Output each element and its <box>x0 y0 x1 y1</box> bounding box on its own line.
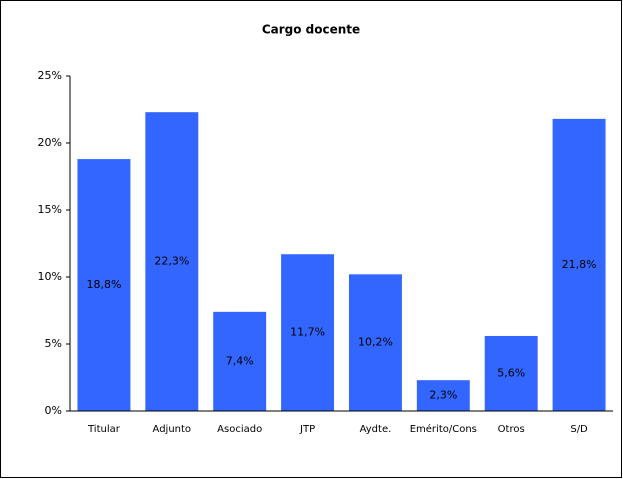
x-tick-label: JTP <box>299 424 315 435</box>
y-tick-label: 5% <box>45 337 62 350</box>
data-label: 2,3% <box>429 389 457 402</box>
x-tick-label: Emérito/Cons <box>410 423 477 435</box>
x-tick-label: Adjunto <box>153 424 192 435</box>
x-tick-label: Asociado <box>217 424 262 435</box>
y-tick-label: 15% <box>38 203 62 216</box>
bar <box>213 311 267 411</box>
data-label: 22,3% <box>154 255 189 268</box>
bar <box>145 112 199 412</box>
bar <box>484 335 538 411</box>
x-tick-label: Titular <box>87 424 121 435</box>
bar <box>281 254 335 411</box>
x-tick-label: Otros <box>498 424 525 435</box>
data-label: 21,8% <box>562 258 597 271</box>
y-tick-label: 10% <box>38 270 62 283</box>
data-label: 18,8% <box>86 278 121 291</box>
data-label: 11,7% <box>290 326 325 339</box>
data-label: 5,6% <box>497 366 525 379</box>
bar <box>348 274 402 411</box>
y-tick-label: 0% <box>45 404 62 417</box>
bar <box>416 380 470 411</box>
bar <box>77 159 131 411</box>
bar <box>552 118 606 411</box>
y-tick-label: 20% <box>38 136 62 149</box>
x-tick-label: Aydte. <box>360 424 392 435</box>
x-tick-label: S/D <box>570 424 588 435</box>
data-label: 10,2% <box>358 336 393 349</box>
chart-title: Cargo docente <box>262 23 360 37</box>
y-tick-label: 25% <box>38 69 62 82</box>
data-label: 7,4% <box>226 354 254 367</box>
